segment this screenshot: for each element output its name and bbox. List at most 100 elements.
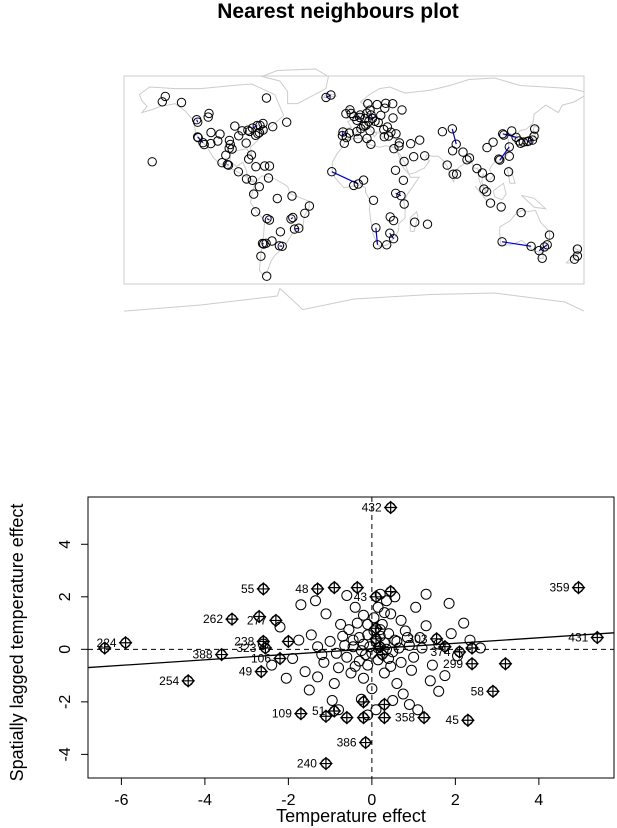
influential-point [356, 694, 371, 709]
scatter-point [318, 656, 330, 668]
influential-point-label: 224 [97, 636, 117, 650]
influential-point [181, 673, 196, 688]
scatter-point [337, 630, 349, 642]
map-point [398, 175, 409, 186]
map-point [464, 153, 475, 163]
scatter-point [293, 634, 305, 646]
influential-point [356, 710, 371, 725]
map-point [288, 212, 298, 223]
influential-point-label: 106 [251, 652, 271, 666]
neighbour-link [290, 217, 294, 220]
map-point [381, 98, 391, 109]
map-point [254, 182, 264, 192]
influential-point [225, 612, 239, 626]
map-point [479, 184, 489, 194]
neighbour-link [375, 227, 379, 245]
map-point [287, 191, 297, 201]
neighbour-link [395, 192, 402, 197]
influential-point [339, 710, 354, 725]
land-outline [499, 209, 550, 253]
influential-point [498, 656, 513, 671]
map-point [372, 240, 383, 250]
map-point [262, 271, 272, 281]
map-point [268, 122, 278, 132]
scatter-point [324, 635, 336, 647]
map-point [504, 151, 514, 161]
scatter-point [333, 704, 344, 716]
map-point [352, 126, 362, 137]
scatter-point [374, 624, 386, 636]
map-point [247, 175, 258, 186]
map-point [496, 202, 506, 212]
x-tick-label: -4 [198, 792, 212, 809]
influential-point-label: 262 [203, 612, 223, 626]
land-outline [492, 182, 507, 201]
map-point [497, 237, 507, 247]
map-point [410, 217, 420, 227]
regression-line [87, 632, 615, 669]
influential-point-label: 48 [295, 582, 309, 596]
map-point [390, 165, 401, 176]
influential-point-label: 45 [446, 713, 460, 727]
map-point [530, 124, 540, 134]
influential-point [281, 634, 296, 649]
neighbour-link [227, 164, 229, 166]
map-point [192, 132, 203, 142]
neighbour-link [451, 128, 457, 145]
scatter-point [299, 666, 311, 678]
map-point [282, 117, 292, 127]
map-point [258, 125, 268, 135]
scatter-point [443, 597, 455, 609]
map-point [261, 93, 272, 103]
scatter-point [366, 683, 378, 695]
influential-point [461, 713, 475, 728]
map-point [499, 130, 509, 140]
map-point [380, 103, 390, 113]
scatter-point [395, 656, 407, 668]
map-point [251, 162, 261, 172]
neighbour-link [499, 146, 510, 161]
influential-point [254, 664, 269, 679]
map-point [255, 120, 265, 131]
map-point [272, 193, 282, 204]
map-point [406, 139, 416, 149]
map-point [537, 253, 547, 263]
map-point [206, 138, 216, 149]
y-tick-label: 0 [57, 645, 74, 654]
neighbour-link [341, 131, 344, 136]
scatter-point [310, 595, 321, 607]
map-point [518, 137, 528, 147]
y-axis-label: Spatially lagged temperature effect [7, 504, 27, 782]
scatter-point [347, 634, 359, 646]
map-point [368, 195, 379, 206]
neighbour-link [262, 242, 264, 245]
map-point [176, 97, 187, 108]
scatter-point [397, 688, 409, 700]
map-point [399, 156, 409, 167]
land-outline [138, 83, 285, 183]
map-point [437, 127, 448, 137]
influential-point [417, 710, 431, 725]
scatter-point [353, 632, 365, 643]
map-point [250, 207, 261, 217]
y-tick-label: -4 [57, 747, 74, 761]
map-point [399, 199, 409, 209]
y-axis: -4 -2 0 2 4 [57, 540, 88, 761]
map-point [294, 223, 304, 233]
influential-point [327, 704, 342, 718]
scatter-point [287, 653, 299, 664]
influential-point [465, 656, 479, 671]
scatter-point [403, 699, 415, 710]
map-point [241, 174, 252, 184]
map-point [363, 99, 373, 109]
scatter-point [351, 617, 363, 629]
map-point [237, 126, 247, 136]
scatter-point [266, 659, 278, 671]
influential-point [327, 580, 342, 595]
influential-point [429, 631, 444, 646]
influential-point [438, 639, 452, 654]
x-tick-label: -2 [281, 792, 295, 809]
map-point [569, 254, 580, 264]
map-point [243, 125, 253, 135]
influential-point [350, 580, 365, 595]
